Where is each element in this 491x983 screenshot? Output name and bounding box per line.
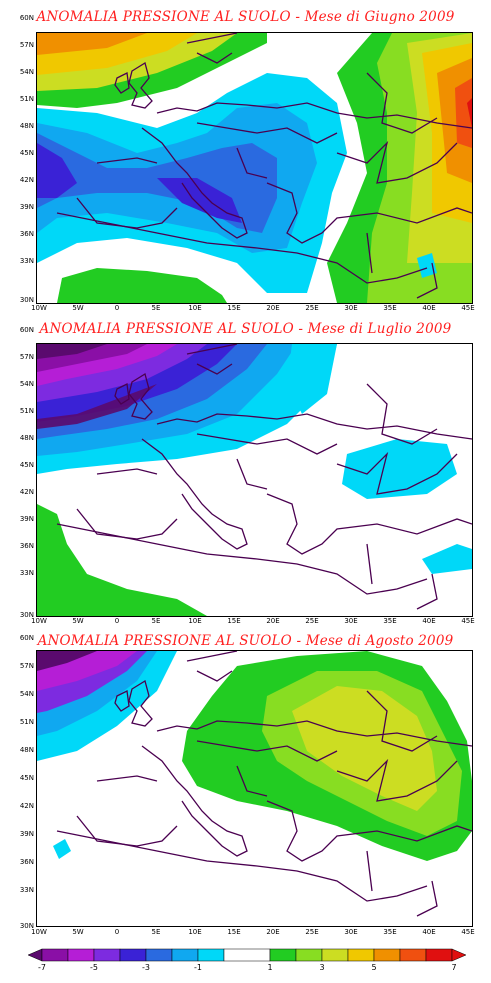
lat-label: 57N [19,41,34,49]
lat-label: 33N [19,569,34,577]
legend-colorbar [28,948,466,962]
lat-label: 42N [19,176,34,184]
lat-label: 54N [19,690,34,698]
lon-label: 45E [461,928,475,936]
lon-label: 10E [188,617,202,625]
lat-label: 42N [19,802,34,810]
lat-label: 42N [19,488,34,496]
lat-label: 45N [19,774,34,782]
lon-label: 45E [461,304,475,312]
legend-tick-label: -3 [142,963,150,972]
lat-label: 39N [19,203,34,211]
lon-label: 35E [383,304,397,312]
lon-label: 40E [422,304,436,312]
lat-label: 36N [19,230,34,238]
lon-label: 45E [461,617,475,625]
map-frame [36,650,473,927]
lat-label: 30N [19,922,34,930]
lat-label: 36N [19,542,34,550]
lat-label: 48N [19,434,34,442]
lat-label: 57N [19,662,34,670]
lon-label: 40E [422,617,436,625]
legend-tick-label: 7 [451,963,457,972]
legend-tick-label: 5 [371,963,377,972]
lon-label: 10W [31,928,47,936]
lat-label: 39N [19,515,34,523]
lat-label: 45N [19,149,34,157]
lon-label: 20E [266,617,280,625]
lat-label: 51N [19,718,34,726]
lon-label: 15E [227,928,241,936]
lon-label: 5W [72,617,84,625]
lat-label: 33N [19,257,34,265]
map-title: ANOMALIA PRESSIONE AL SUOLO - Mese di Gi… [36,9,455,25]
lat-label: 48N [19,746,34,754]
lon-label: 30E [344,928,358,936]
lon-label: 20E [266,304,280,312]
legend-tick-label: 3 [319,963,325,972]
lon-label: 25E [305,928,319,936]
lon-label: 0 [114,304,120,312]
lon-label: 10E [188,304,202,312]
map-frame [36,343,473,617]
lon-label: 30E [344,304,358,312]
map-title: ANOMALIA PRESSIONE AL SUOLO - Mese di Ag… [37,633,454,649]
lon-label: 0 [114,928,120,936]
legend-tick-label: -1 [194,963,202,972]
color-legend: -7 -5 -3 -1 1 3 5 7 [28,948,466,978]
lat-label: 60N [19,326,34,334]
lon-label: 35E [383,928,397,936]
lat-label: 48N [19,122,34,130]
lon-label: 10W [31,617,47,625]
lat-label: 45N [19,461,34,469]
lon-label: 25E [305,304,319,312]
lon-label: 30E [344,617,358,625]
map-title: ANOMALIA PRESSIONE AL SUOLO - Mese di Lu… [39,321,452,337]
lon-label: 5E [151,928,161,936]
map-panel-june: ANOMALIA PRESSIONE AL SUOLO - Mese di Gi… [0,0,491,315]
lat-label: 51N [19,95,34,103]
lon-label: 15E [227,304,241,312]
lon-label: 5W [72,928,84,936]
lat-label: 39N [19,830,34,838]
map-frame [36,32,473,304]
lat-label: 54N [19,380,34,388]
lat-label: 60N [19,634,34,642]
legend-tick-label: -7 [38,963,46,972]
lon-label: 20E [266,928,280,936]
lon-label: 0 [114,617,120,625]
lon-label: 15E [227,617,241,625]
lat-label: 33N [19,886,34,894]
lon-label: 5E [151,304,161,312]
map-panel-august: ANOMALIA PRESSIONE AL SUOLO - Mese di Ag… [0,630,491,945]
legend-tick-label: -5 [90,963,98,972]
lon-label: 10W [31,304,47,312]
lat-label: 54N [19,68,34,76]
lat-label: 30N [19,296,34,304]
lon-label: 5E [151,617,161,625]
map-panel-july: ANOMALIA PRESSIONE AL SUOLO - Mese di Lu… [0,315,491,630]
lat-label: 51N [19,407,34,415]
lat-label: 30N [19,611,34,619]
lon-label: 5W [72,304,84,312]
lon-label: 25E [305,617,319,625]
lon-label: 10E [188,928,202,936]
lat-label: 60N [19,14,34,22]
legend-tick-label: 1 [267,963,273,972]
lat-label: 36N [19,858,34,866]
lon-label: 35E [383,617,397,625]
lat-label: 57N [19,353,34,361]
lon-label: 40E [422,928,436,936]
